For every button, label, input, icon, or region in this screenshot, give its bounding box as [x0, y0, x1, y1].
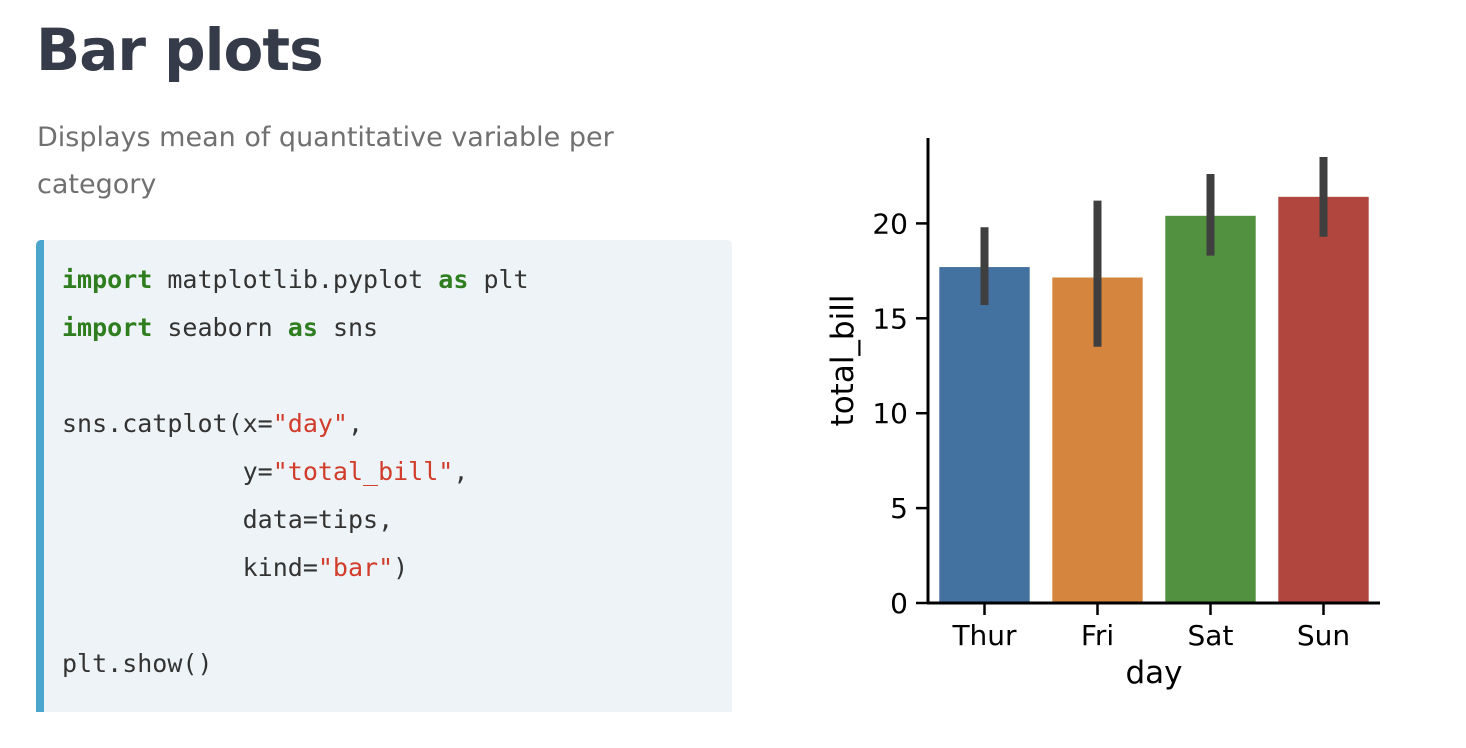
- code-text-segment: sns: [317, 313, 379, 342]
- x-tick-label: Sun: [1297, 619, 1350, 652]
- code-text-segment: matplotlib.pyplot: [152, 265, 439, 294]
- code-keyword: import: [62, 313, 153, 342]
- code-line-4: y="total_bill",: [62, 457, 469, 486]
- bar-sat: [1165, 215, 1256, 603]
- code-string: "bar": [317, 553, 394, 582]
- code-text-segment: y=: [62, 457, 273, 486]
- y-tick-label: 0: [890, 587, 908, 620]
- code-text-segment: kind=: [62, 553, 318, 582]
- code-text-segment: plt: [468, 265, 529, 294]
- code-line-1: import matplotlib.pyplot as plt: [62, 265, 529, 294]
- y-tick-label: 20: [872, 207, 908, 240]
- code-line-3: sns.catplot(x="day",: [62, 409, 363, 438]
- code-line-6: kind="bar"): [62, 553, 409, 582]
- x-axis-label: day: [1125, 655, 1182, 691]
- bar-chart: Thur Fri Sat Sun 0 5 10 15 20 day total_bill: [825, 138, 1380, 691]
- code-line-2: import seaborn as sns: [62, 313, 378, 342]
- code-text-segment: ,: [347, 409, 364, 438]
- x-tick-label: Fri: [1081, 619, 1114, 652]
- code-text-segment: ,: [453, 457, 469, 486]
- code-block: import matplotlib.pyplot as plt import s…: [36, 240, 732, 712]
- code-keyword: as: [287, 313, 318, 342]
- bar-sun: [1278, 196, 1369, 603]
- code-text-segment: ): [393, 553, 409, 582]
- code-string: "day": [272, 409, 348, 438]
- y-tick-label: 15: [872, 302, 908, 335]
- y-tick-label: 10: [872, 397, 908, 430]
- code-text: import matplotlib.pyplot as plt import s…: [62, 256, 529, 688]
- code-keyword: import: [62, 265, 153, 294]
- code-string: "total_bill": [272, 457, 454, 486]
- page-subtitle: Displays mean of quantitative variable p…: [37, 122, 614, 200]
- y-tick-label: 5: [890, 492, 908, 525]
- y-axis-label: total_bill: [825, 295, 861, 427]
- code-text-segment: sns.catplot(x=: [62, 409, 273, 438]
- page-title: Bar plots: [36, 16, 324, 84]
- x-tick-label: Thur: [951, 619, 1017, 652]
- x-tick-label: Sat: [1188, 619, 1234, 652]
- code-line-7: plt.show(): [62, 649, 213, 678]
- code-keyword: as: [438, 265, 469, 294]
- code-text-segment: seaborn: [152, 313, 288, 342]
- code-line-5: data=tips,: [62, 505, 394, 534]
- bar-thur: [939, 267, 1030, 603]
